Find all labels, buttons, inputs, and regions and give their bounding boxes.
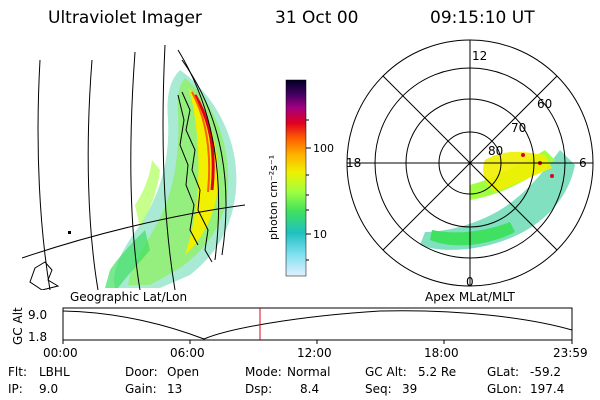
polar-aurora-lower — [430, 222, 515, 246]
mlt-label-12: 12 — [472, 49, 487, 63]
x-tick-2359: 23:59 — [553, 346, 588, 360]
glat-label: GLat: — [487, 365, 520, 379]
dsp-value: 8.4 — [300, 382, 320, 396]
colorbar-tick-100: 100 — [313, 142, 334, 155]
observation-time: 09:15:10 UT — [430, 8, 535, 28]
gc-alt-label: GC Alt: — [365, 365, 407, 379]
meridian-line — [130, 51, 141, 290]
meridian-line — [162, 44, 176, 290]
polar-aurora-inner — [483, 151, 552, 192]
coastline — [29, 261, 60, 290]
seq-label: Seq: — [365, 382, 392, 396]
polar-diagonal — [382, 75, 558, 251]
observation-date: 31 Oct 00 — [275, 8, 359, 28]
meridian-line — [181, 59, 227, 256]
altitude-axis-label: GC Alt — [11, 307, 25, 345]
right-panel-caption: Apex MLat/MLT — [425, 290, 515, 304]
door-value: Open — [167, 365, 200, 379]
dsp-label: Dsp: — [245, 382, 273, 396]
polar-hotspot — [550, 174, 554, 178]
colorbar-ticks — [306, 119, 311, 261]
aurora-lower-patch — [105, 230, 150, 288]
x-tick-0600: 06:00 — [170, 346, 205, 360]
instrument-title: Ultraviolet Imager — [48, 8, 202, 28]
polar-plot: 12 18 6 0 60 70 80 — [346, 39, 594, 289]
coastline — [177, 94, 199, 246]
altitude-plot-frame — [62, 307, 573, 341]
door-label: Door: — [125, 365, 158, 379]
x-tick-1800: 18:00 — [424, 346, 459, 360]
meridian-line — [37, 59, 51, 290]
left-panel-caption: Geographic Lat/Lon — [70, 290, 187, 304]
glat-value: -59.2 — [530, 365, 562, 379]
map-marker — [68, 231, 71, 234]
filter-label: Flt: — [8, 365, 27, 379]
gc-alt-value: 5.2 Re — [418, 365, 457, 379]
mlt-label-0: 0 — [466, 275, 474, 289]
gain-label: Gain: — [125, 382, 157, 396]
lat-label-80: 80 — [488, 144, 503, 158]
meridian-line — [87, 59, 99, 290]
filter-value: LBHL — [39, 365, 70, 379]
colorbar-tick-10: 10 — [313, 228, 327, 241]
altitude-plot: GC Alt 9.0 1.8 00:00 06:00 12:00 18:00 2… — [11, 307, 588, 360]
lat-label-70: 70 — [511, 121, 526, 135]
mlt-label-18: 18 — [346, 156, 361, 170]
y-tick-1-8: 1.8 — [28, 330, 47, 344]
glon-value: 197.4 — [530, 382, 565, 396]
altitude-curve — [62, 310, 573, 340]
latitude-line — [22, 204, 246, 259]
colorbar-label: photon cm⁻²s⁻¹ — [267, 155, 280, 240]
x-tick-0000: 00:00 — [43, 346, 78, 360]
aurora-lower-patch-2 — [135, 160, 160, 228]
gain-value: 13 — [167, 382, 183, 396]
coastline — [181, 91, 213, 263]
mode-value: Normal — [287, 365, 331, 379]
seq-value: 39 — [402, 382, 418, 396]
ip-value: 9.0 — [39, 382, 59, 396]
aurora-bright-arc-edge — [191, 91, 211, 193]
colorbar — [285, 79, 307, 277]
glon-label: GLon: — [487, 382, 522, 396]
mlt-label-6: 6 — [579, 156, 587, 170]
ip-label: IP: — [8, 382, 23, 396]
x-ticks — [62, 340, 573, 344]
x-tick-1200: 12:00 — [297, 346, 332, 360]
aurora-bright-arc — [193, 94, 215, 191]
lat-label-60: 60 — [537, 97, 552, 111]
mode-label: Mode: — [245, 365, 282, 379]
y-tick-9: 9.0 — [28, 308, 47, 322]
polar-hotspot — [521, 153, 525, 157]
geographic-map — [22, 44, 246, 290]
